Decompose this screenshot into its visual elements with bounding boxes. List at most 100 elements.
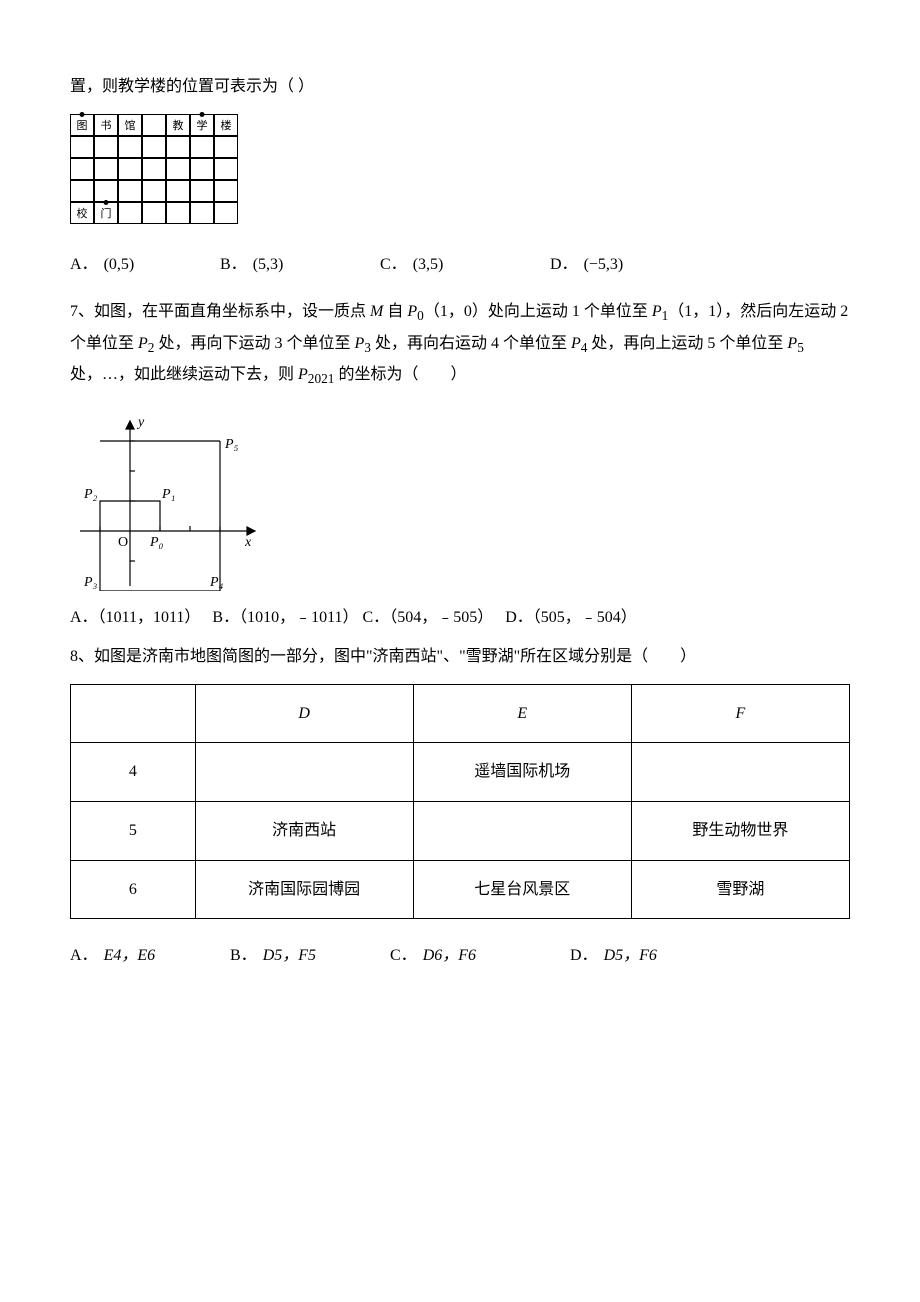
axis-y-label: y xyxy=(136,415,145,430)
grid-cell xyxy=(190,136,214,158)
grid-cell xyxy=(166,180,190,202)
grid-cell: 书 xyxy=(94,114,118,136)
choice-label: B． xyxy=(220,252,247,278)
table-cell xyxy=(631,743,849,802)
choice-b: B．(5,3) xyxy=(220,252,380,278)
choice-c: C．(3,5) xyxy=(380,252,550,278)
grid-cell xyxy=(142,114,166,136)
grid-cell xyxy=(190,158,214,180)
q7-diagram: y x O P₀ P₁ P₂ P₃ P₄ P₅ xyxy=(70,406,270,591)
question6-tail: 置，则教学楼的位置可表示为（ ） xyxy=(70,74,850,100)
grid-cell: 门 xyxy=(94,202,118,224)
q8-choices: A．E4，E6 B．D5，F5 C．D6，F6 D．D5，F6 xyxy=(70,943,850,969)
grid-cell: 馆 xyxy=(118,114,142,136)
grid-cell xyxy=(166,136,190,158)
grid-cell xyxy=(166,202,190,224)
choice-a: A．E4，E6 xyxy=(70,943,230,969)
table-cell: 济南国际园博园 xyxy=(195,860,413,919)
table-header: F xyxy=(631,684,849,743)
grid-cell xyxy=(118,180,142,202)
choice-a: A．(0,5) xyxy=(70,252,220,278)
grid-cell xyxy=(118,136,142,158)
grid-cell xyxy=(166,158,190,180)
table-header: E xyxy=(413,684,631,743)
choice-a-val: （1011，1011） xyxy=(98,609,193,626)
choice-b: B．D5，F5 xyxy=(230,943,390,969)
table-cell: 遥墙国际机场 xyxy=(413,743,631,802)
choice-value: D5，F5 xyxy=(263,943,316,969)
choice-c-val: （504，﹣505） xyxy=(389,609,485,626)
grid-cell-gate: 校 xyxy=(70,202,94,224)
choice-value: D6，F6 xyxy=(423,943,476,969)
row-label: 6 xyxy=(71,860,196,919)
p0-label: P₀ xyxy=(149,535,164,550)
grid-cell xyxy=(94,158,118,180)
grid-cell xyxy=(190,202,214,224)
table-cell: 雪野湖 xyxy=(631,860,849,919)
choice-label: B． xyxy=(230,943,257,969)
axis-x-label: x xyxy=(244,535,252,550)
choice-value: (−5,3) xyxy=(584,252,624,278)
table-header: D xyxy=(195,684,413,743)
grid-cell xyxy=(214,158,238,180)
q7-text: 7、如图，在平面直角坐标系中，设一质点 M 自 P0（1，0）处向上运动 1 个… xyxy=(70,297,850,392)
choice-d: D．D5，F6 xyxy=(570,943,730,969)
grid-cell xyxy=(142,202,166,224)
row-label: 4 xyxy=(71,743,196,802)
grid-cell xyxy=(214,136,238,158)
jinan-table: D E F 4 遥墙国际机场 5 济南西站 野生动物世界 6 济南国际园博园 七… xyxy=(70,684,850,919)
grid-cell xyxy=(70,158,94,180)
choice-b-val: （1010，﹣1011） xyxy=(239,609,358,626)
choice-value: (0,5) xyxy=(104,252,135,278)
grid-cell xyxy=(142,136,166,158)
table-cell xyxy=(195,743,413,802)
grid-cell-teach: 学 xyxy=(190,114,214,136)
table-cell: 野生动物世界 xyxy=(631,802,849,861)
grid-cell xyxy=(118,158,142,180)
grid-cell: 楼 xyxy=(214,114,238,136)
grid-cell xyxy=(142,158,166,180)
grid-cell xyxy=(118,202,142,224)
table-row: 4 遥墙国际机场 xyxy=(71,743,850,802)
choice-value: E4，E6 xyxy=(104,943,156,969)
p5-label: P₅ xyxy=(224,437,239,452)
table-row: D E F xyxy=(71,684,850,743)
choice-d: D．(−5,3) xyxy=(550,252,710,278)
origin-label: O xyxy=(118,535,128,550)
grid-cell xyxy=(214,202,238,224)
table-cell: 济南西站 xyxy=(195,802,413,861)
school-grid: 图 书 馆 教 学 楼 校 门 xyxy=(70,114,238,224)
table-row: 6 济南国际园博园 七星台风景区 雪野湖 xyxy=(71,860,850,919)
row-label: 5 xyxy=(71,802,196,861)
table-cell xyxy=(413,802,631,861)
choice-label: D． xyxy=(570,943,598,969)
choice-label: C． xyxy=(380,252,407,278)
grid-cell xyxy=(70,136,94,158)
grid-cell-lib: 图 xyxy=(70,114,94,136)
choice-label: A． xyxy=(70,252,98,278)
choice-d-val: （505，﹣504） xyxy=(533,609,637,626)
q8-text: 8、如图是济南市地图简图的一部分，图中"济南西站"、"雪野湖"所在区域分别是（ … xyxy=(70,644,850,670)
choice-c: C．D6，F6 xyxy=(390,943,570,969)
grid-cell xyxy=(214,180,238,202)
q7-choices: A．（1011，1011） B．（1010，﹣1011） C．（504，﹣505… xyxy=(70,605,850,631)
grid-cell xyxy=(70,180,94,202)
choice-value: (3,5) xyxy=(413,252,444,278)
p2-label: P₂ xyxy=(83,487,98,502)
grid-cell: 教 xyxy=(166,114,190,136)
grid-cell xyxy=(94,136,118,158)
choice-label: A． xyxy=(70,943,98,969)
choice-value: D5，F6 xyxy=(604,943,657,969)
choice-value: (5,3) xyxy=(253,252,284,278)
table-row: 5 济南西站 野生动物世界 xyxy=(71,802,850,861)
p4-label: P₄ xyxy=(209,575,224,590)
p1-label: P₁ xyxy=(161,487,175,502)
grid-cell xyxy=(142,180,166,202)
table-header xyxy=(71,684,196,743)
choice-label: C． xyxy=(390,943,417,969)
p3-label: P₃ xyxy=(83,575,98,590)
choice-label: D． xyxy=(550,252,578,278)
table-cell: 七星台风景区 xyxy=(413,860,631,919)
q6-choices: A．(0,5) B．(5,3) C．(3,5) D．(−5,3) xyxy=(70,252,850,278)
grid-cell xyxy=(190,180,214,202)
